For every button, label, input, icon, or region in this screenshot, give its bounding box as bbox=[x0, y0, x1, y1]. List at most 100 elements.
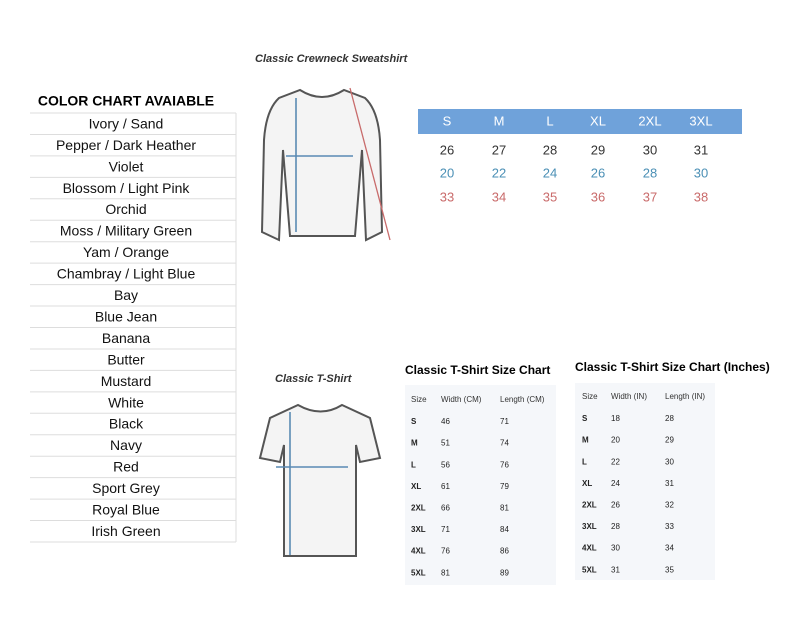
table-cell: 61 bbox=[441, 482, 450, 491]
table-header: Size bbox=[411, 395, 427, 404]
size-value: 34 bbox=[492, 189, 506, 204]
size-header: XL bbox=[590, 113, 606, 128]
size-value: 22 bbox=[492, 165, 506, 180]
color-name: Navy bbox=[110, 437, 142, 453]
table-cell: 30 bbox=[665, 457, 674, 466]
color-name: Moss / Military Green bbox=[60, 223, 192, 239]
table-cell: 2XL bbox=[411, 504, 426, 513]
sweatshirt-title: Classic Crewneck Sweatshirt bbox=[255, 53, 409, 65]
table-cell: 26 bbox=[611, 501, 620, 510]
table-cell: 4XL bbox=[582, 544, 597, 553]
table-cell: 20 bbox=[611, 436, 620, 445]
size-value: 37 bbox=[643, 189, 657, 204]
size-value: 30 bbox=[694, 165, 708, 180]
in-table-title: Classic T-Shirt Size Chart (Inches) bbox=[575, 360, 770, 374]
cm-table-title: Classic T-Shirt Size Chart bbox=[405, 363, 550, 377]
table-cell: M bbox=[582, 436, 589, 445]
table-cell: 28 bbox=[611, 522, 620, 531]
color-name: Royal Blue bbox=[92, 502, 160, 518]
table-cell: 4XL bbox=[411, 547, 426, 556]
table-cell: 30 bbox=[611, 544, 620, 553]
size-header: 3XL bbox=[689, 113, 712, 128]
table-cell: 5XL bbox=[582, 565, 597, 574]
color-name: White bbox=[108, 394, 144, 410]
table-cell: 2XL bbox=[582, 501, 597, 510]
color-name: Violet bbox=[109, 158, 144, 174]
color-name: Sport Grey bbox=[92, 480, 160, 496]
color-name: Black bbox=[109, 416, 144, 432]
color-name: Bay bbox=[114, 287, 138, 303]
size-value: 38 bbox=[694, 189, 708, 204]
cm-table-box bbox=[405, 385, 556, 585]
color-name: Orchid bbox=[105, 201, 146, 217]
table-cell: 84 bbox=[500, 525, 509, 534]
table-cell: 34 bbox=[665, 544, 674, 553]
size-value: 36 bbox=[591, 189, 605, 204]
table-cell: 31 bbox=[611, 565, 620, 574]
size-value: 26 bbox=[440, 142, 454, 157]
color-name: Yam / Orange bbox=[83, 244, 169, 260]
table-cell: 76 bbox=[500, 460, 509, 469]
table-header: Size bbox=[582, 392, 598, 401]
table-header: Width (IN) bbox=[611, 392, 647, 401]
table-header: Length (CM) bbox=[500, 395, 545, 404]
table-cell: S bbox=[411, 417, 417, 426]
size-value: 20 bbox=[440, 165, 454, 180]
table-header: Width (CM) bbox=[441, 395, 482, 404]
color-name: Irish Green bbox=[91, 523, 160, 539]
table-cell: 22 bbox=[611, 457, 620, 466]
table-cell: 29 bbox=[665, 436, 674, 445]
color-name: Banana bbox=[102, 330, 150, 346]
table-cell: 28 bbox=[665, 414, 674, 423]
table-header: Length (IN) bbox=[665, 392, 705, 401]
size-value: 30 bbox=[643, 142, 657, 157]
color-name: Blue Jean bbox=[95, 308, 157, 324]
table-cell: 51 bbox=[441, 439, 450, 448]
size-header: L bbox=[546, 113, 553, 128]
size-header: M bbox=[494, 113, 505, 128]
color-name: Pepper / Dark Heather bbox=[56, 137, 196, 153]
size-value: 28 bbox=[643, 165, 657, 180]
tshirt-illustration bbox=[258, 403, 382, 557]
table-cell: 5XL bbox=[411, 568, 426, 577]
table-cell: 46 bbox=[441, 417, 450, 426]
table-cell: 71 bbox=[500, 417, 509, 426]
color-name: Red bbox=[113, 459, 139, 475]
table-cell: 31 bbox=[665, 479, 674, 488]
table-cell: 76 bbox=[441, 547, 450, 556]
table-cell: L bbox=[411, 460, 416, 469]
size-value: 26 bbox=[591, 165, 605, 180]
table-cell: 33 bbox=[665, 522, 674, 531]
color-name: Blossom / Light Pink bbox=[63, 180, 191, 196]
table-cell: S bbox=[582, 414, 588, 423]
table-cell: L bbox=[582, 457, 587, 466]
sweatshirt-illustration bbox=[260, 87, 391, 242]
in-table-box bbox=[575, 383, 715, 580]
table-cell: 71 bbox=[441, 525, 450, 534]
size-header: S bbox=[443, 113, 452, 128]
size-value: 27 bbox=[492, 142, 506, 157]
table-cell: 81 bbox=[441, 568, 450, 577]
table-cell: 35 bbox=[665, 565, 674, 574]
table-cell: XL bbox=[411, 482, 421, 491]
table-cell: 81 bbox=[500, 504, 509, 513]
size-value: 24 bbox=[543, 165, 557, 180]
size-value: 33 bbox=[440, 189, 454, 204]
color-chart-title: COLOR CHART AVAIABLE bbox=[38, 93, 214, 109]
color-name: Butter bbox=[107, 351, 145, 367]
tshirt-title: Classic T-Shirt bbox=[275, 373, 353, 385]
table-cell: M bbox=[411, 439, 418, 448]
size-value: 28 bbox=[543, 142, 557, 157]
size-value: 35 bbox=[543, 189, 557, 204]
table-cell: 3XL bbox=[411, 525, 426, 534]
size-value: 31 bbox=[694, 142, 708, 157]
table-cell: 32 bbox=[665, 501, 674, 510]
table-cell: 86 bbox=[500, 547, 509, 556]
table-cell: 18 bbox=[611, 414, 620, 423]
color-name: Ivory / Sand bbox=[89, 115, 164, 131]
color-name: Chambray / Light Blue bbox=[57, 266, 196, 282]
size-header-band bbox=[418, 109, 742, 134]
table-cell: 56 bbox=[441, 460, 450, 469]
table-cell: 89 bbox=[500, 568, 509, 577]
